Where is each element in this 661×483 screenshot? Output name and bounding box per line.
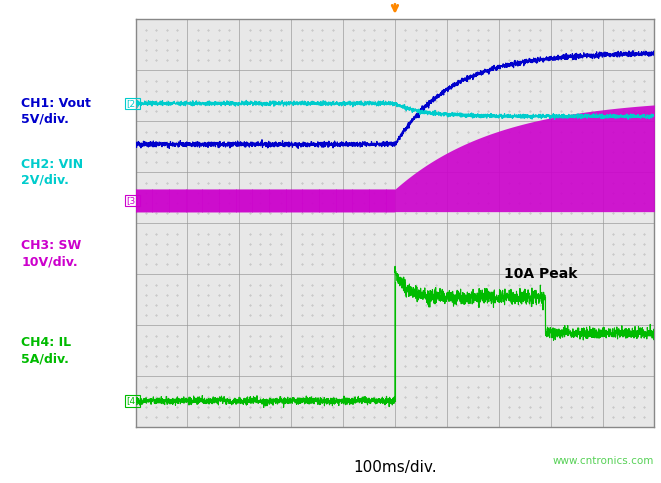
Text: 100ms/div.: 100ms/div.	[353, 460, 437, 475]
Text: CH4: IL
5A/div.: CH4: IL 5A/div.	[21, 337, 71, 366]
Text: CH3: SW
10V/div.: CH3: SW 10V/div.	[21, 240, 81, 269]
Text: CH1: Vout
5V/div.: CH1: Vout 5V/div.	[21, 97, 91, 126]
Text: www.cntronics.com: www.cntronics.com	[553, 456, 654, 466]
Text: [2]: [2]	[126, 99, 139, 108]
Text: 10A Peak: 10A Peak	[504, 268, 577, 282]
Text: [3]: [3]	[126, 196, 139, 205]
Text: [4]: [4]	[126, 397, 139, 405]
Text: CH2: VIN
2V/div.: CH2: VIN 2V/div.	[21, 158, 83, 187]
